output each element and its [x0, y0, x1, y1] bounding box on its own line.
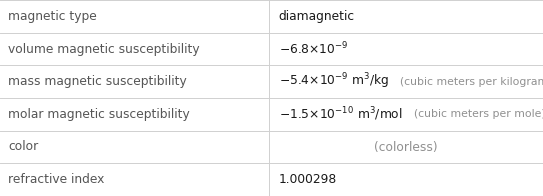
Text: (cubic meters per mole): (cubic meters per mole) — [414, 109, 543, 119]
Text: magnetic type: magnetic type — [8, 10, 97, 23]
Text: (colorless): (colorless) — [374, 141, 438, 153]
Text: $-5.4{\times}10^{-9}$ $\mathrm{m^3/kg}$: $-5.4{\times}10^{-9}$ $\mathrm{m^3/kg}$ — [279, 72, 389, 92]
Text: diamagnetic: diamagnetic — [279, 10, 355, 23]
Text: (cubic meters per kilogram): (cubic meters per kilogram) — [400, 77, 543, 87]
Text: molar magnetic susceptibility: molar magnetic susceptibility — [8, 108, 190, 121]
Text: mass magnetic susceptibility: mass magnetic susceptibility — [8, 75, 187, 88]
Text: 1.000298: 1.000298 — [279, 173, 337, 186]
Text: refractive index: refractive index — [8, 173, 104, 186]
Text: color: color — [8, 141, 38, 153]
Text: $-6.8{\times}10^{-9}$: $-6.8{\times}10^{-9}$ — [279, 41, 348, 57]
Text: volume magnetic susceptibility: volume magnetic susceptibility — [8, 43, 200, 55]
Text: $-1.5{\times}10^{-10}$ $\mathrm{m^3/mol}$: $-1.5{\times}10^{-10}$ $\mathrm{m^3/mol}… — [279, 105, 402, 123]
